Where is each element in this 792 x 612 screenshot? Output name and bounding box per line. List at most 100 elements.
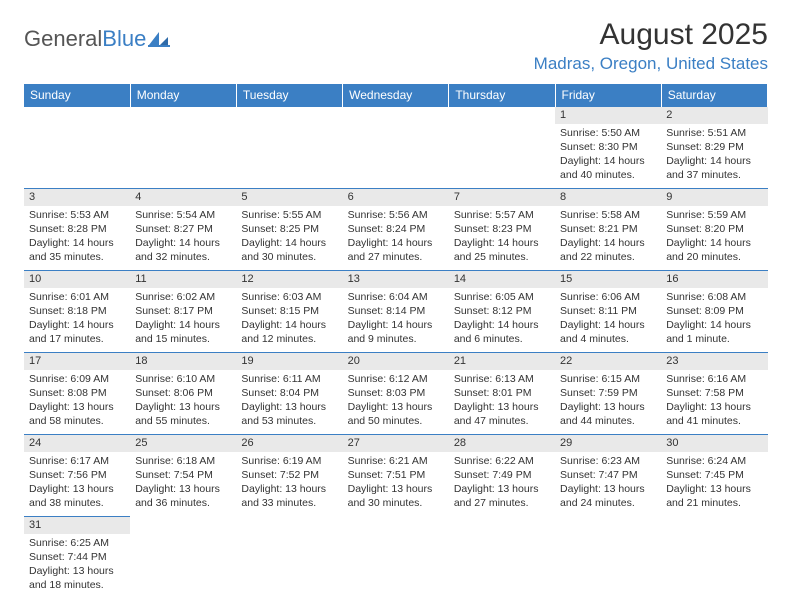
day-content: Sunrise: 6:12 AMSunset: 8:03 PMDaylight:… <box>343 370 449 433</box>
sunset-text: Sunset: 8:24 PM <box>348 222 444 236</box>
sunset-text: Sunset: 8:12 PM <box>454 304 550 318</box>
calendar-cell: 28Sunrise: 6:22 AMSunset: 7:49 PMDayligh… <box>449 435 555 517</box>
calendar-cell-empty <box>555 517 661 599</box>
daylight-line1: Daylight: 13 hours <box>135 400 231 414</box>
day-number: 18 <box>130 353 236 370</box>
day-number: 13 <box>343 271 449 288</box>
daylight-line2: and 32 minutes. <box>135 250 231 264</box>
sunset-text: Sunset: 8:14 PM <box>348 304 444 318</box>
daylight-line1: Daylight: 14 hours <box>135 236 231 250</box>
sunset-text: Sunset: 7:56 PM <box>29 468 125 482</box>
sunrise-text: Sunrise: 5:54 AM <box>135 208 231 222</box>
calendar-cell: 23Sunrise: 6:16 AMSunset: 7:58 PMDayligh… <box>661 353 767 435</box>
daylight-line1: Daylight: 14 hours <box>29 318 125 332</box>
day-content: Sunrise: 5:58 AMSunset: 8:21 PMDaylight:… <box>555 206 661 269</box>
sunset-text: Sunset: 8:04 PM <box>241 386 337 400</box>
calendar-cell: 20Sunrise: 6:12 AMSunset: 8:03 PMDayligh… <box>343 353 449 435</box>
daylight-line2: and 9 minutes. <box>348 332 444 346</box>
logo: GeneralBlue <box>24 26 170 52</box>
sunset-text: Sunset: 8:21 PM <box>560 222 656 236</box>
calendar-row: 31Sunrise: 6:25 AMSunset: 7:44 PMDayligh… <box>24 517 768 599</box>
logo-text-blue: Blue <box>102 26 146 52</box>
daylight-line1: Daylight: 13 hours <box>29 564 125 578</box>
day-content: Sunrise: 6:25 AMSunset: 7:44 PMDaylight:… <box>24 534 130 597</box>
calendar-cell: 8Sunrise: 5:58 AMSunset: 8:21 PMDaylight… <box>555 189 661 271</box>
day-content: Sunrise: 5:59 AMSunset: 8:20 PMDaylight:… <box>661 206 767 269</box>
day-content: Sunrise: 6:22 AMSunset: 7:49 PMDaylight:… <box>449 452 555 515</box>
logo-sail-icon <box>148 31 170 47</box>
sunrise-text: Sunrise: 6:09 AM <box>29 372 125 386</box>
day-content: Sunrise: 6:08 AMSunset: 8:09 PMDaylight:… <box>661 288 767 351</box>
day-content: Sunrise: 6:04 AMSunset: 8:14 PMDaylight:… <box>343 288 449 351</box>
daylight-line2: and 38 minutes. <box>29 496 125 510</box>
daylight-line2: and 1 minute. <box>666 332 762 346</box>
sunrise-text: Sunrise: 5:57 AM <box>454 208 550 222</box>
daylight-line1: Daylight: 13 hours <box>241 482 337 496</box>
calendar-cell: 10Sunrise: 6:01 AMSunset: 8:18 PMDayligh… <box>24 271 130 353</box>
day-number: 3 <box>24 189 130 206</box>
daylight-line2: and 36 minutes. <box>135 496 231 510</box>
day-number: 2 <box>661 107 767 124</box>
day-number: 7 <box>449 189 555 206</box>
day-number: 31 <box>24 517 130 534</box>
calendar-cell: 15Sunrise: 6:06 AMSunset: 8:11 PMDayligh… <box>555 271 661 353</box>
day-number: 16 <box>661 271 767 288</box>
weekday-header: Tuesday <box>236 84 342 107</box>
day-number: 9 <box>661 189 767 206</box>
calendar-cell: 6Sunrise: 5:56 AMSunset: 8:24 PMDaylight… <box>343 189 449 271</box>
sunrise-text: Sunrise: 6:06 AM <box>560 290 656 304</box>
day-content: Sunrise: 6:15 AMSunset: 7:59 PMDaylight:… <box>555 370 661 433</box>
calendar-table: SundayMondayTuesdayWednesdayThursdayFrid… <box>24 84 768 599</box>
day-number: 17 <box>24 353 130 370</box>
sunrise-text: Sunrise: 6:03 AM <box>241 290 337 304</box>
calendar-cell-empty <box>24 107 130 189</box>
weekday-header-row: SundayMondayTuesdayWednesdayThursdayFrid… <box>24 84 768 107</box>
day-content: Sunrise: 6:10 AMSunset: 8:06 PMDaylight:… <box>130 370 236 433</box>
calendar-cell-empty <box>449 107 555 189</box>
calendar-cell: 11Sunrise: 6:02 AMSunset: 8:17 PMDayligh… <box>130 271 236 353</box>
daylight-line1: Daylight: 13 hours <box>135 482 231 496</box>
daylight-line2: and 25 minutes. <box>454 250 550 264</box>
daylight-line1: Daylight: 14 hours <box>454 318 550 332</box>
day-number: 4 <box>130 189 236 206</box>
calendar-row: 17Sunrise: 6:09 AMSunset: 8:08 PMDayligh… <box>24 353 768 435</box>
calendar-cell-empty <box>236 107 342 189</box>
sunrise-text: Sunrise: 5:51 AM <box>666 126 762 140</box>
day-number: 1 <box>555 107 661 124</box>
calendar-cell: 24Sunrise: 6:17 AMSunset: 7:56 PMDayligh… <box>24 435 130 517</box>
day-content: Sunrise: 5:56 AMSunset: 8:24 PMDaylight:… <box>343 206 449 269</box>
day-number: 14 <box>449 271 555 288</box>
day-number: 27 <box>343 435 449 452</box>
sunrise-text: Sunrise: 6:22 AM <box>454 454 550 468</box>
daylight-line2: and 21 minutes. <box>666 496 762 510</box>
sunset-text: Sunset: 8:06 PM <box>135 386 231 400</box>
sunrise-text: Sunrise: 6:10 AM <box>135 372 231 386</box>
sunrise-text: Sunrise: 6:05 AM <box>454 290 550 304</box>
calendar-cell: 12Sunrise: 6:03 AMSunset: 8:15 PMDayligh… <box>236 271 342 353</box>
sunrise-text: Sunrise: 6:12 AM <box>348 372 444 386</box>
sunrise-text: Sunrise: 5:58 AM <box>560 208 656 222</box>
calendar-cell: 13Sunrise: 6:04 AMSunset: 8:14 PMDayligh… <box>343 271 449 353</box>
daylight-line2: and 37 minutes. <box>666 168 762 182</box>
sunset-text: Sunset: 8:09 PM <box>666 304 762 318</box>
day-number: 15 <box>555 271 661 288</box>
day-content: Sunrise: 6:02 AMSunset: 8:17 PMDaylight:… <box>130 288 236 351</box>
daylight-line1: Daylight: 13 hours <box>666 400 762 414</box>
sunset-text: Sunset: 8:25 PM <box>241 222 337 236</box>
sunrise-text: Sunrise: 6:02 AM <box>135 290 231 304</box>
calendar-cell: 5Sunrise: 5:55 AMSunset: 8:25 PMDaylight… <box>236 189 342 271</box>
day-content: Sunrise: 5:53 AMSunset: 8:28 PMDaylight:… <box>24 206 130 269</box>
sunset-text: Sunset: 7:45 PM <box>666 468 762 482</box>
sunset-text: Sunset: 7:58 PM <box>666 386 762 400</box>
sunrise-text: Sunrise: 5:53 AM <box>29 208 125 222</box>
day-content: Sunrise: 5:57 AMSunset: 8:23 PMDaylight:… <box>449 206 555 269</box>
sunrise-text: Sunrise: 5:56 AM <box>348 208 444 222</box>
calendar-cell: 18Sunrise: 6:10 AMSunset: 8:06 PMDayligh… <box>130 353 236 435</box>
day-number: 19 <box>236 353 342 370</box>
daylight-line1: Daylight: 14 hours <box>348 318 444 332</box>
sunset-text: Sunset: 8:17 PM <box>135 304 231 318</box>
calendar-cell: 30Sunrise: 6:24 AMSunset: 7:45 PMDayligh… <box>661 435 767 517</box>
daylight-line2: and 27 minutes. <box>454 496 550 510</box>
sunset-text: Sunset: 8:30 PM <box>560 140 656 154</box>
day-number: 12 <box>236 271 342 288</box>
